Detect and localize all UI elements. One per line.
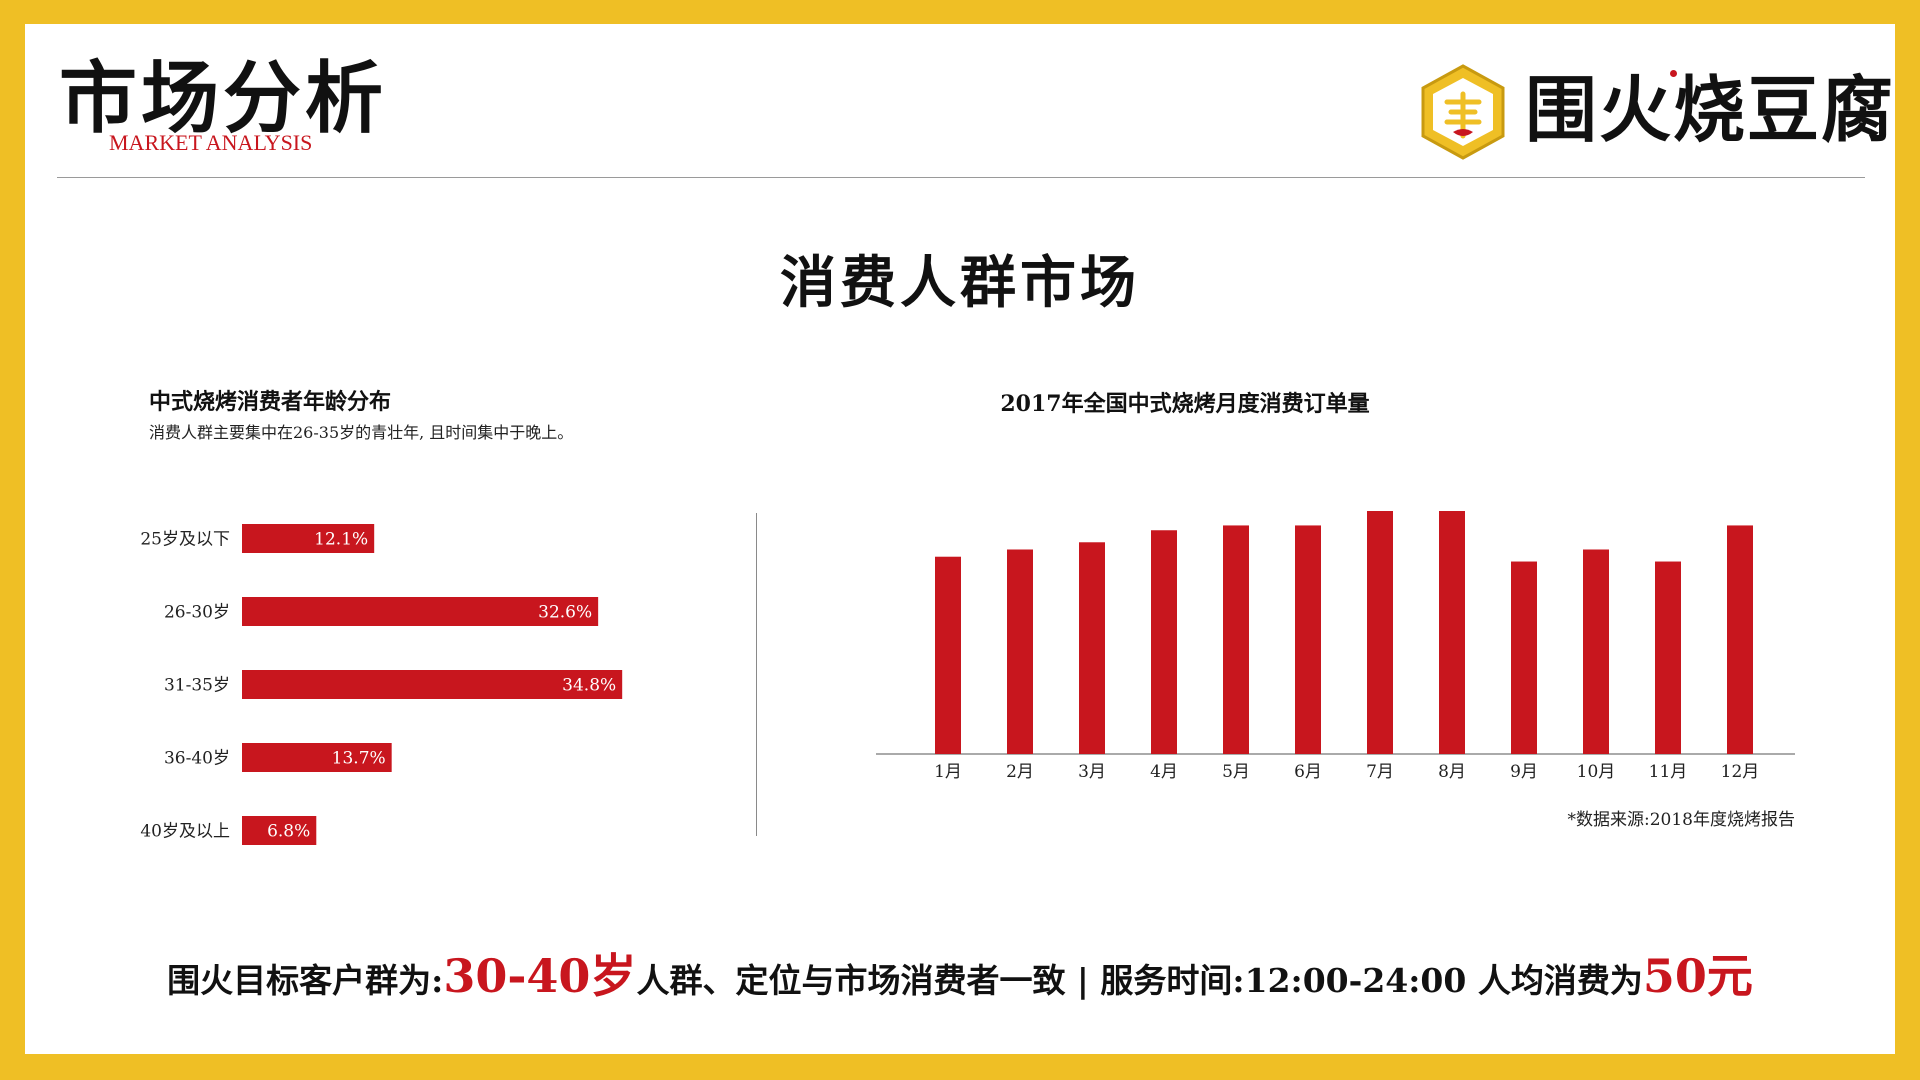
age-category-label: 36-40岁 xyxy=(164,749,230,769)
month-tick-label: 11月 xyxy=(1649,762,1688,782)
month-tick-label: 1月 xyxy=(934,762,962,782)
age-chart-title: 中式烧烤消费者年龄分布 xyxy=(149,389,392,415)
month-bar xyxy=(1007,549,1033,754)
age-category-label: 31-35岁 xyxy=(164,676,230,696)
month-bar xyxy=(1655,561,1681,754)
age-bar xyxy=(242,743,392,772)
monthly-orders-chart: 1月 2月 3月 4月 5月 6月 7月 8月 9月 10月 11月 12月 xyxy=(876,511,1795,782)
month-bar xyxy=(1295,525,1321,754)
age-bar-value-label: 32.6% xyxy=(538,603,592,623)
age-bar xyxy=(242,597,599,626)
statement-part-2: 人群、定位与市场消费者一致 | 服务时间:12:00-24:00 人均消费为 xyxy=(636,961,1643,1000)
brand-logo-icon xyxy=(1421,64,1505,160)
statement-part-1: 围火目标客户群为: xyxy=(167,961,444,1000)
statement-highlight-age: 30-40岁 xyxy=(443,949,637,1003)
age-bar-value-label: 34.8% xyxy=(562,676,616,696)
header-divider xyxy=(57,177,1865,178)
source-note: *数据来源:2018年度烧烤报告 xyxy=(1567,810,1796,830)
month-bar xyxy=(1367,511,1393,754)
age-bar-value-label: 6.8% xyxy=(267,822,310,842)
month-tick-label: 7月 xyxy=(1366,762,1394,782)
month-bar xyxy=(1151,530,1177,754)
month-tick-label: 6月 xyxy=(1294,762,1322,782)
month-tick-label: 10月 xyxy=(1577,762,1616,782)
month-bar xyxy=(935,556,961,754)
month-tick-label: 8月 xyxy=(1438,762,1466,782)
age-bar-value-label: 13.7% xyxy=(332,749,386,769)
age-category-label: 26-30岁 xyxy=(164,603,230,623)
month-tick-label: 5月 xyxy=(1222,762,1250,782)
month-tick-label: 9月 xyxy=(1510,762,1538,782)
month-tick-label: 3月 xyxy=(1078,762,1106,782)
age-bar xyxy=(242,670,623,699)
age-bar-value-label: 12.1% xyxy=(314,530,368,550)
age-bar xyxy=(242,816,317,845)
page-title: 市场分析 xyxy=(59,53,388,144)
age-category-label: 40岁及以上 xyxy=(140,822,230,842)
month-bar xyxy=(1439,511,1465,754)
target-customer-statement: 围火目标客户群为:30-40岁人群、定位与市场消费者一致 | 服务时间:12:0… xyxy=(25,940,1895,1006)
month-tick-label: 2月 xyxy=(1006,762,1034,782)
month-bar xyxy=(1511,561,1537,754)
month-bar xyxy=(1727,525,1753,754)
monthly-chart-title: 2017年全国中式烧烤月度消费订单量 xyxy=(1000,391,1370,417)
age-chart-subtitle: 消费人群主要集中在26-35岁的青壮年, 且时间集中于晚上。 xyxy=(149,423,574,442)
page-subtitle: MARKET ANALYSIS xyxy=(109,130,313,155)
month-tick-label: 12月 xyxy=(1721,762,1760,782)
age-bar xyxy=(242,524,375,553)
brand-name: 围火烧豆腐 xyxy=(1525,67,1896,152)
month-tick-label: 4月 xyxy=(1150,762,1178,782)
slide-panel: 市场分析 MARKET ANALYSIS 围火烧豆腐 消费人群市场 中式烧烤消费… xyxy=(25,24,1895,1054)
section-title: 消费人群市场 xyxy=(780,250,1140,316)
month-bar xyxy=(1583,549,1609,754)
age-distribution-chart: 25岁及以下 12.1% 26-30岁 32.6% 31-35岁 34.8% 36-40岁 1… xyxy=(140,524,623,845)
chart-divider xyxy=(756,513,757,836)
statement-highlight-price: 50元 xyxy=(1642,949,1753,1003)
month-bar xyxy=(1223,525,1249,754)
month-bar xyxy=(1079,542,1105,754)
brand-registered-dot xyxy=(1670,70,1677,77)
age-category-label: 25岁及以下 xyxy=(140,530,230,550)
